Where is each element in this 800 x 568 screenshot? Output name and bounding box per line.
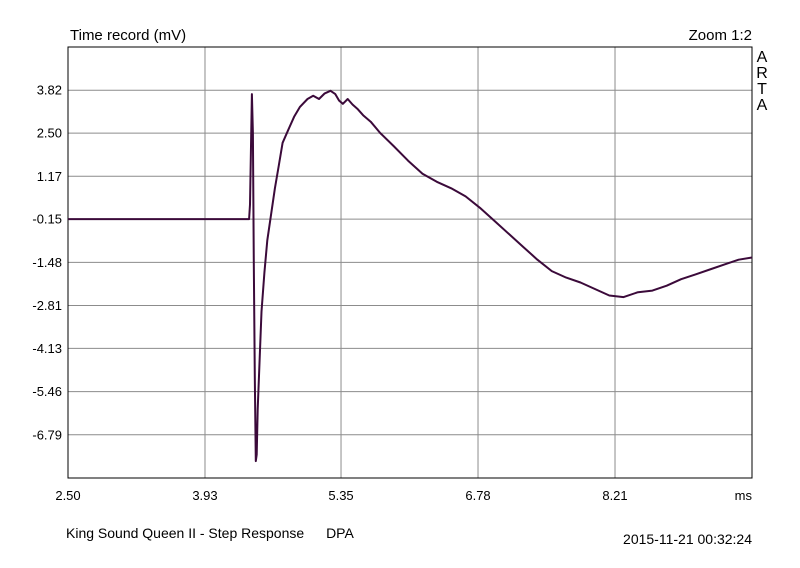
x-tick-labels: 2.50 3.93 5.35 6.78 8.21 — [55, 488, 627, 503]
y-tick-label: -5.46 — [32, 384, 62, 399]
x-unit-label: ms — [735, 488, 753, 503]
x-tick-label: 2.50 — [55, 488, 80, 503]
y-tick-label: 3.82 — [37, 83, 62, 98]
y-tick-label: 2.50 — [37, 126, 62, 141]
plot-frame — [67, 46, 753, 479]
y-tick-label: -0.15 — [32, 212, 62, 227]
arta-letter: R — [756, 65, 768, 82]
caption-text: King Sound Queen II - Step Response — [66, 525, 305, 541]
x-tick-label: 6.78 — [465, 488, 490, 503]
arta-letter: A — [757, 97, 768, 114]
arta-letter: T — [757, 81, 767, 98]
series-layer — [68, 89, 753, 463]
footer-timestamp: 2015-11-21 00:32:24 — [623, 531, 752, 547]
y-tick-label: -4.13 — [32, 341, 62, 356]
y-tick-label: -1.48 — [32, 255, 62, 270]
zoom-label[interactable]: Zoom 1:2 — [689, 27, 752, 44]
step-response-line — [68, 89, 753, 463]
y-tick-label: -2.81 — [32, 298, 62, 313]
y-tick-labels: 3.82 2.50 1.17 -0.15 -1.48 -2.81 -4.13 -5.46 -6.… — [32, 83, 62, 443]
x-tick-label: 5.35 — [328, 488, 353, 503]
y-tick-label: -6.79 — [32, 427, 62, 442]
arta-letter: A — [757, 49, 768, 66]
grid — [68, 47, 752, 478]
y-tick-label: 1.17 — [37, 169, 62, 184]
x-tick-label: 8.21 — [602, 488, 627, 503]
caption-tag: DPA — [326, 525, 354, 541]
chart-title: Time record (mV) — [70, 27, 186, 44]
x-tick-label: 3.93 — [192, 488, 217, 503]
footer-caption: King Sound Queen II - Step Response DPA — [66, 525, 354, 541]
